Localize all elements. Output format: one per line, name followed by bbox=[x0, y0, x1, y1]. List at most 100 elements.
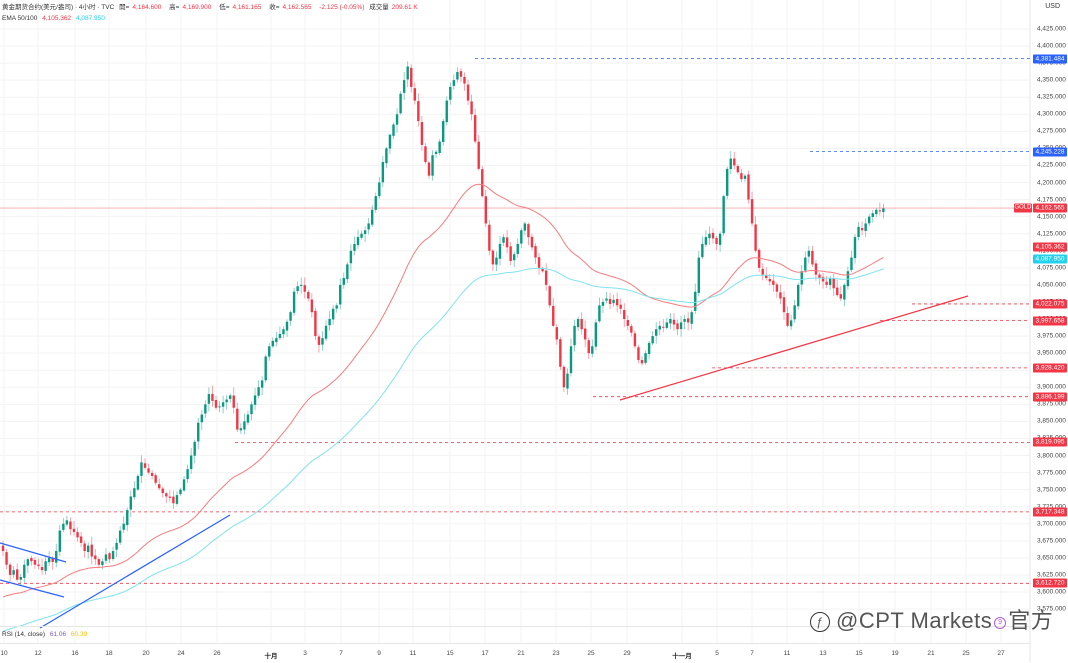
candle bbox=[1, 545, 5, 552]
candle bbox=[644, 353, 647, 363]
candle bbox=[118, 530, 122, 543]
candle bbox=[651, 336, 654, 344]
time-tick-label: 18 bbox=[105, 650, 113, 657]
volume-value: 成交量 209.61 K bbox=[369, 4, 418, 11]
trendline-red[interactable] bbox=[619, 295, 969, 401]
candle bbox=[236, 408, 239, 430]
price-tick-label: 4,350.000 bbox=[1037, 76, 1066, 84]
price-tag[interactable]: 4,087.950 bbox=[1033, 254, 1067, 264]
candle bbox=[300, 284, 303, 286]
candle bbox=[754, 224, 757, 251]
candle bbox=[72, 528, 76, 532]
candle bbox=[218, 406, 221, 408]
candle bbox=[140, 462, 143, 476]
candle bbox=[392, 124, 395, 136]
watermark: ƒ @CPT Markets 9 官方 bbox=[810, 603, 1053, 635]
candle bbox=[864, 223, 867, 231]
price-tag[interactable]: 4,105.362 bbox=[1033, 242, 1067, 252]
candle bbox=[353, 243, 356, 251]
price-tag[interactable]: 3,717.348 bbox=[1033, 507, 1067, 517]
candle bbox=[772, 280, 775, 285]
time-tick-label: 7 bbox=[339, 650, 343, 657]
candle bbox=[346, 264, 349, 280]
candle bbox=[278, 334, 282, 338]
candle bbox=[406, 66, 409, 80]
pane-divider[interactable] bbox=[0, 626, 1030, 627]
candle bbox=[193, 441, 196, 456]
ema100-line[interactable] bbox=[2, 267, 884, 632]
candle bbox=[743, 175, 747, 179]
ema-label[interactable]: EMA 50/100 bbox=[2, 15, 38, 22]
price-tag[interactable]: 4,022.075 bbox=[1033, 299, 1067, 309]
candle bbox=[402, 80, 406, 93]
candle bbox=[694, 291, 697, 311]
candle bbox=[253, 395, 257, 405]
price-tag[interactable]: 3,928.420 bbox=[1033, 363, 1067, 373]
trendline-blue[interactable] bbox=[39, 514, 231, 629]
candle bbox=[360, 233, 363, 238]
candle bbox=[275, 338, 278, 343]
price-tag[interactable]: 3,997.658 bbox=[1033, 316, 1067, 326]
candle bbox=[523, 223, 527, 231]
candle bbox=[331, 308, 335, 320]
currency-label[interactable]: USD bbox=[1045, 3, 1060, 10]
channel-lower-line[interactable] bbox=[0, 579, 65, 598]
candle bbox=[537, 257, 541, 268]
candlesticks bbox=[1, 61, 885, 586]
candle bbox=[12, 570, 15, 575]
candle bbox=[445, 100, 448, 123]
price-tick-label: 3,850.000 bbox=[1037, 417, 1066, 425]
grid bbox=[0, 0, 1030, 643]
rsi-label[interactable]: RSI (14, close) bbox=[2, 631, 45, 638]
candle bbox=[825, 281, 828, 285]
ema50-line[interactable] bbox=[2, 183, 884, 598]
candle bbox=[491, 250, 495, 265]
candle bbox=[122, 523, 125, 530]
high-value: 高= 4,169.900 bbox=[169, 4, 212, 11]
candle bbox=[686, 318, 690, 323]
candle bbox=[516, 243, 519, 254]
price-tag[interactable]: 4,162.565 bbox=[1033, 203, 1067, 213]
candle bbox=[747, 174, 750, 200]
candle bbox=[79, 536, 83, 543]
candle bbox=[307, 291, 310, 299]
candle bbox=[388, 134, 392, 149]
candle bbox=[420, 122, 424, 145]
price-tick-label: 3,775.000 bbox=[1037, 469, 1066, 477]
candle bbox=[740, 173, 743, 180]
candle bbox=[509, 246, 512, 261]
price-tick-label: 4,400.000 bbox=[1037, 42, 1066, 50]
candle bbox=[381, 162, 385, 183]
candle bbox=[733, 158, 736, 166]
candle bbox=[328, 319, 331, 326]
candle bbox=[548, 286, 551, 306]
channel-upper-line[interactable] bbox=[0, 542, 67, 563]
candle bbox=[214, 400, 218, 408]
candle bbox=[367, 223, 370, 230]
candle bbox=[431, 155, 434, 176]
candle bbox=[587, 340, 590, 354]
candle bbox=[736, 166, 740, 173]
time-tick-label: 3 bbox=[303, 650, 307, 657]
candle bbox=[633, 333, 637, 347]
candle bbox=[111, 551, 115, 560]
price-tick-label: 4,300.000 bbox=[1037, 110, 1066, 118]
price-tag[interactable]: 3,819.095 bbox=[1033, 437, 1067, 447]
price-tag[interactable]: 3,612.720 bbox=[1033, 578, 1067, 588]
time-tick-label: 19 bbox=[891, 650, 899, 657]
weibo-icon: ƒ bbox=[810, 612, 830, 632]
time-axis[interactable]: 10 12 16 18 20 24 26 十月 3 7 9 11 15 17 21 23 25 29 十一月 5 7 11… bbox=[0, 643, 1030, 663]
time-tick-label: 15 bbox=[446, 650, 454, 657]
candle bbox=[828, 278, 832, 286]
price-tag[interactable]: 4,245.228 bbox=[1033, 147, 1067, 157]
symbol-name[interactable]: 黄金期货合约(美元/盎司) · 4小时 · TVC bbox=[2, 4, 115, 11]
price-tag[interactable]: 3,886.199 bbox=[1033, 392, 1067, 402]
price-tick-label: 4,050.000 bbox=[1037, 281, 1066, 289]
time-tick-label: 十月 bbox=[264, 653, 278, 660]
candle bbox=[623, 310, 626, 319]
price-tag[interactable]: 4,381.484 bbox=[1033, 54, 1067, 64]
candle bbox=[683, 319, 686, 322]
candle bbox=[786, 313, 789, 326]
candle bbox=[584, 328, 587, 340]
